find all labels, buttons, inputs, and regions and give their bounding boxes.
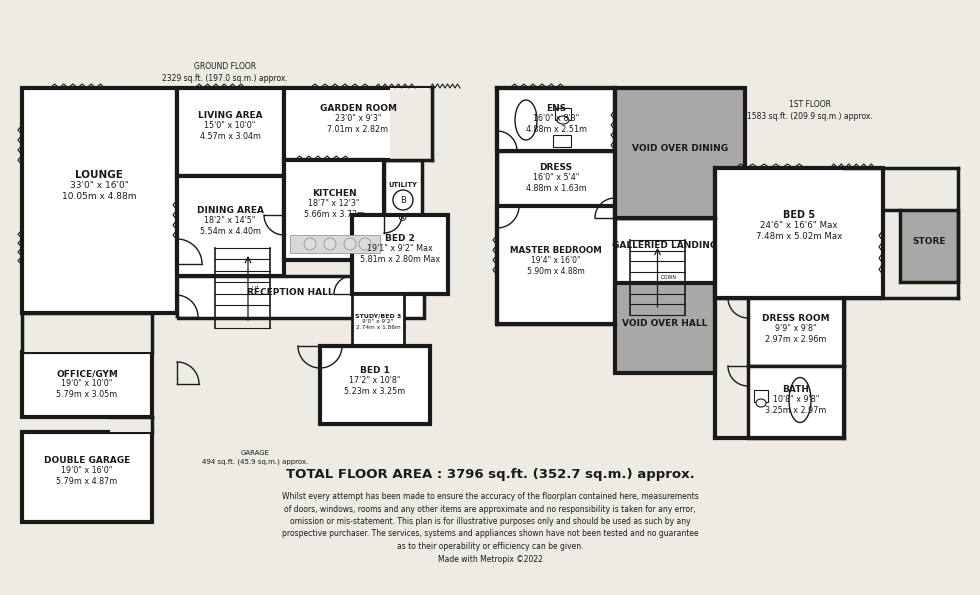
Bar	[754, 390, 768, 402]
Text: BATH: BATH	[782, 385, 809, 394]
Bar	[553, 135, 571, 147]
Text: DRESS: DRESS	[539, 163, 572, 172]
Bar	[110, 417, 152, 432]
Bar	[352, 215, 448, 294]
Ellipse shape	[515, 100, 537, 140]
Text: BED 1: BED 1	[360, 366, 390, 375]
Bar	[384, 160, 422, 215]
Text: STUDY/BED 3: STUDY/BED 3	[355, 313, 401, 318]
Bar	[352, 294, 404, 346]
Bar	[715, 168, 883, 298]
Ellipse shape	[756, 399, 766, 407]
Text: 33'0" x 16'0"
10.05m x 4.88m: 33'0" x 16'0" 10.05m x 4.88m	[62, 181, 136, 202]
Text: 24'6" x 16'6" Max
7.48m x 5.02m Max: 24'6" x 16'6" Max 7.48m x 5.02m Max	[756, 221, 842, 242]
Circle shape	[359, 238, 371, 250]
Bar	[390, 88, 432, 160]
Bar	[748, 366, 844, 438]
Bar	[284, 160, 384, 260]
Text: 16'0" x 8'3"
4.88m x 2.51m: 16'0" x 8'3" 4.88m x 2.51m	[525, 114, 586, 134]
Bar	[177, 176, 284, 276]
Text: 18'7" x 12'3"
5.66m x 3.73m: 18'7" x 12'3" 5.66m x 3.73m	[304, 199, 365, 220]
Text: Whilst every attempt has been made to ensure the accuracy of the floorplan conta: Whilst every attempt has been made to en…	[281, 492, 699, 563]
Bar	[22, 318, 177, 352]
Bar	[555, 108, 571, 120]
Circle shape	[393, 190, 413, 210]
Text: 16'0" x 5'4"
4.88m x 1.63m: 16'0" x 5'4" 4.88m x 1.63m	[525, 173, 586, 193]
Bar	[284, 88, 432, 160]
Bar	[615, 283, 715, 373]
Bar	[900, 210, 958, 282]
Bar	[320, 346, 430, 424]
Text: 17'2" x 10'8"
5.23m x 3.25m: 17'2" x 10'8" 5.23m x 3.25m	[344, 376, 406, 396]
Bar	[22, 432, 152, 522]
Ellipse shape	[789, 377, 811, 422]
Bar	[22, 352, 152, 417]
Bar	[497, 88, 615, 151]
Ellipse shape	[557, 116, 569, 124]
Bar	[497, 151, 615, 206]
Text: KITCHEN: KITCHEN	[312, 189, 357, 198]
Text: DOWN: DOWN	[661, 274, 676, 280]
Text: BED 5: BED 5	[783, 210, 815, 220]
Text: 9'0" x 9'2"
2.74m x 1.86m: 9'0" x 9'2" 2.74m x 1.86m	[356, 319, 401, 330]
Text: 19'1" x 9'2" Max
5.81m x 2.80m Max: 19'1" x 9'2" Max 5.81m x 2.80m Max	[360, 244, 440, 264]
Text: BED 2: BED 2	[385, 234, 415, 243]
Circle shape	[324, 238, 336, 250]
Text: 9'9" x 9'8"
2.97m x 2.96m: 9'9" x 9'8" 2.97m x 2.96m	[765, 324, 827, 345]
Bar	[177, 88, 284, 176]
Text: VOID OVER DINING: VOID OVER DINING	[632, 144, 728, 153]
Text: DOUBLE GARAGE: DOUBLE GARAGE	[44, 456, 130, 465]
Text: 1ST FLOOR
1583 sq.ft. (209.9 sq.m.) approx.: 1ST FLOOR 1583 sq.ft. (209.9 sq.m.) appr…	[747, 100, 873, 121]
Text: VOID OVER HALL: VOID OVER HALL	[622, 319, 708, 328]
Text: LOUNGE: LOUNGE	[75, 170, 122, 180]
Text: 18'2" x 14'5"
5.54m x 4.40m: 18'2" x 14'5" 5.54m x 4.40m	[200, 216, 261, 236]
Text: DINING AREA: DINING AREA	[197, 206, 264, 215]
Bar	[615, 88, 745, 218]
Text: UTILITY: UTILITY	[388, 182, 417, 188]
Text: 15'0" x 10'0"
4.57m x 3.04m: 15'0" x 10'0" 4.57m x 3.04m	[200, 121, 261, 142]
Text: B: B	[400, 196, 406, 205]
Text: UP: UP	[251, 286, 259, 290]
Text: 23'0" x 9'3"
7.01m x 2.82m: 23'0" x 9'3" 7.01m x 2.82m	[327, 114, 388, 134]
Text: ENS: ENS	[546, 104, 566, 113]
Text: GARDEN ROOM: GARDEN ROOM	[319, 104, 397, 113]
Circle shape	[304, 238, 316, 250]
Text: DRESS ROOM: DRESS ROOM	[762, 314, 830, 323]
Text: MASTER BEDROOM: MASTER BEDROOM	[511, 246, 602, 255]
Text: ⊗: ⊗	[398, 213, 408, 223]
Text: RECEPTION HALL: RECEPTION HALL	[247, 288, 333, 297]
Bar	[22, 88, 177, 313]
Text: 10'8" x 9'8"
3.25m x 2.97m: 10'8" x 9'8" 3.25m x 2.97m	[765, 395, 827, 415]
Bar	[615, 218, 715, 283]
Bar	[748, 298, 844, 366]
Text: 19'0" x 16'0"
5.79m x 4.87m: 19'0" x 16'0" 5.79m x 4.87m	[57, 466, 118, 487]
Text: OFFICE/GYM: OFFICE/GYM	[56, 369, 118, 378]
Bar	[497, 206, 615, 324]
Text: GARAGE
494 sq.ft. (45.9 sq.m.) approx.: GARAGE 494 sq.ft. (45.9 sq.m.) approx.	[202, 450, 308, 465]
Text: GROUND FLOOR
2329 sq.ft. (197.0 sq.m.) approx.: GROUND FLOOR 2329 sq.ft. (197.0 sq.m.) a…	[162, 62, 288, 83]
Text: LIVING AREA: LIVING AREA	[198, 111, 263, 120]
Text: TOTAL FLOOR AREA : 3796 sq.ft. (352.7 sq.m.) approx.: TOTAL FLOOR AREA : 3796 sq.ft. (352.7 sq…	[285, 468, 695, 481]
Text: 19'0" x 10'0"
5.79m x 3.05m: 19'0" x 10'0" 5.79m x 3.05m	[57, 379, 118, 399]
Circle shape	[344, 238, 356, 250]
Text: STORE: STORE	[912, 237, 946, 246]
Bar	[290, 235, 380, 253]
Bar	[177, 276, 424, 318]
Text: GALLERIED LANDING: GALLERIED LANDING	[612, 241, 717, 250]
Text: 19'4" x 16'0"
5.90m x 4.88m: 19'4" x 16'0" 5.90m x 4.88m	[527, 256, 585, 277]
